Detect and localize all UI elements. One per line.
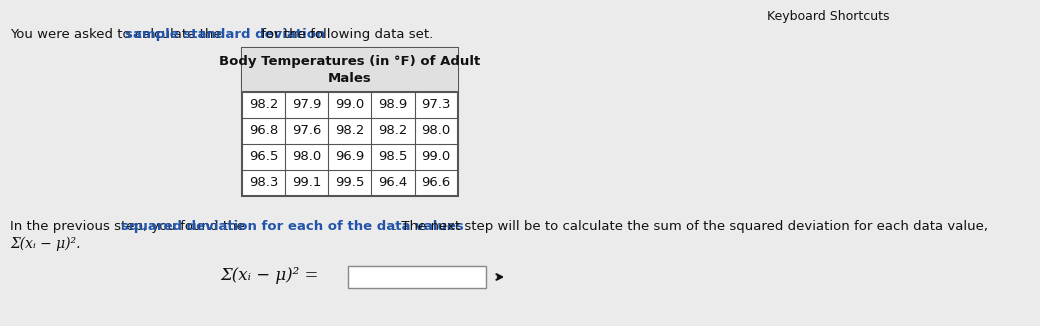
Text: Males: Males xyxy=(328,72,371,85)
Text: Keyboard Shortcuts: Keyboard Shortcuts xyxy=(768,10,890,23)
Text: 97.9: 97.9 xyxy=(292,98,321,111)
Text: for the following data set.: for the following data set. xyxy=(257,28,433,41)
Text: You were asked to calculate the: You were asked to calculate the xyxy=(10,28,227,41)
Text: In the previous step, you found the: In the previous step, you found the xyxy=(10,220,250,233)
Text: 98.2: 98.2 xyxy=(335,125,365,138)
Text: 99.0: 99.0 xyxy=(421,151,451,164)
Text: 98.2: 98.2 xyxy=(379,125,408,138)
Text: 99.5: 99.5 xyxy=(335,176,365,189)
Text: 98.2: 98.2 xyxy=(249,98,278,111)
Text: 99.0: 99.0 xyxy=(335,98,364,111)
Text: 98.0: 98.0 xyxy=(292,151,321,164)
Text: 96.5: 96.5 xyxy=(249,151,278,164)
Text: . The next step will be to calculate the sum of the squared deviation for each d: . The next step will be to calculate the… xyxy=(393,220,988,233)
Text: Body Temperatures (in °F) of Adult: Body Temperatures (in °F) of Adult xyxy=(219,54,480,67)
Text: 96.8: 96.8 xyxy=(249,125,278,138)
Text: 97.6: 97.6 xyxy=(292,125,321,138)
Text: 96.9: 96.9 xyxy=(335,151,364,164)
Text: 97.3: 97.3 xyxy=(421,98,451,111)
Text: 99.1: 99.1 xyxy=(292,176,321,189)
Bar xyxy=(242,48,458,92)
Text: 96.6: 96.6 xyxy=(421,176,451,189)
Text: 98.0: 98.0 xyxy=(421,125,451,138)
Text: sample standard deviation: sample standard deviation xyxy=(125,28,326,41)
Text: Σ(xᵢ − μ)² =: Σ(xᵢ − μ)² = xyxy=(220,267,318,284)
Text: 96.4: 96.4 xyxy=(379,176,408,189)
Text: Σ(xᵢ − μ)².: Σ(xᵢ − μ)². xyxy=(10,237,81,251)
Bar xyxy=(348,266,487,288)
Text: 98.5: 98.5 xyxy=(379,151,408,164)
Text: 98.3: 98.3 xyxy=(249,176,278,189)
Bar xyxy=(242,48,458,196)
Text: 98.9: 98.9 xyxy=(379,98,408,111)
Text: squared deviation for each of the data values: squared deviation for each of the data v… xyxy=(121,220,464,233)
